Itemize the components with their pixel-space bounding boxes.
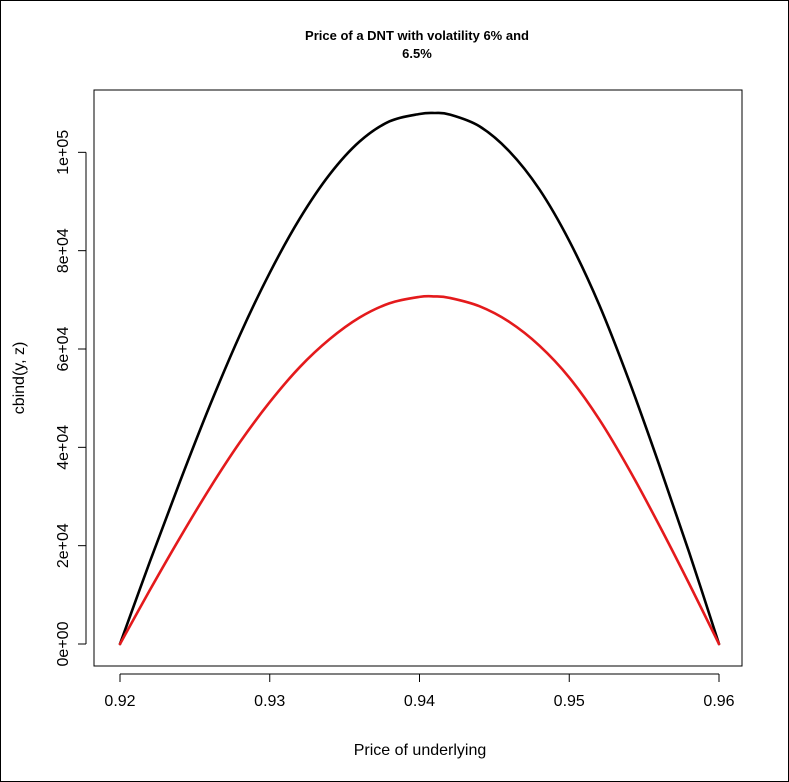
x-tick-label: 0.94 xyxy=(404,693,435,710)
series-line-1 xyxy=(118,111,721,646)
y-axis: 0e+00 2e+04 4e+04 6e+04 8e+04 1e+05 xyxy=(55,130,87,666)
y-tick-label: 8e+04 xyxy=(55,228,72,273)
x-tick-label: 0.96 xyxy=(703,693,734,710)
chart-title-line-1: Price of a DNT with volatility 6% and xyxy=(305,28,529,43)
x-axis-label: Price of underlying xyxy=(354,742,487,759)
plot-area-box xyxy=(93,89,743,667)
y-axis-label: cbind(y, z) xyxy=(11,342,28,415)
y-tick-label: 2e+04 xyxy=(55,523,72,568)
x-tick-label: 0.93 xyxy=(254,693,285,710)
y-tick-label: 4e+04 xyxy=(55,425,72,470)
series-line-2 xyxy=(118,294,721,646)
chart-title-line-2: 6.5% xyxy=(402,46,432,61)
x-axis: 0.92 0.93 0.94 0.95 0.96 xyxy=(104,673,735,710)
y-tick-label: 1e+05 xyxy=(55,130,72,175)
x-tick-label: 0.95 xyxy=(554,693,585,710)
y-tick-label: 6e+04 xyxy=(55,326,72,371)
x-tick-label: 0.92 xyxy=(104,693,135,710)
y-tick-label: 0e+00 xyxy=(55,621,72,666)
series-layer xyxy=(118,111,721,646)
